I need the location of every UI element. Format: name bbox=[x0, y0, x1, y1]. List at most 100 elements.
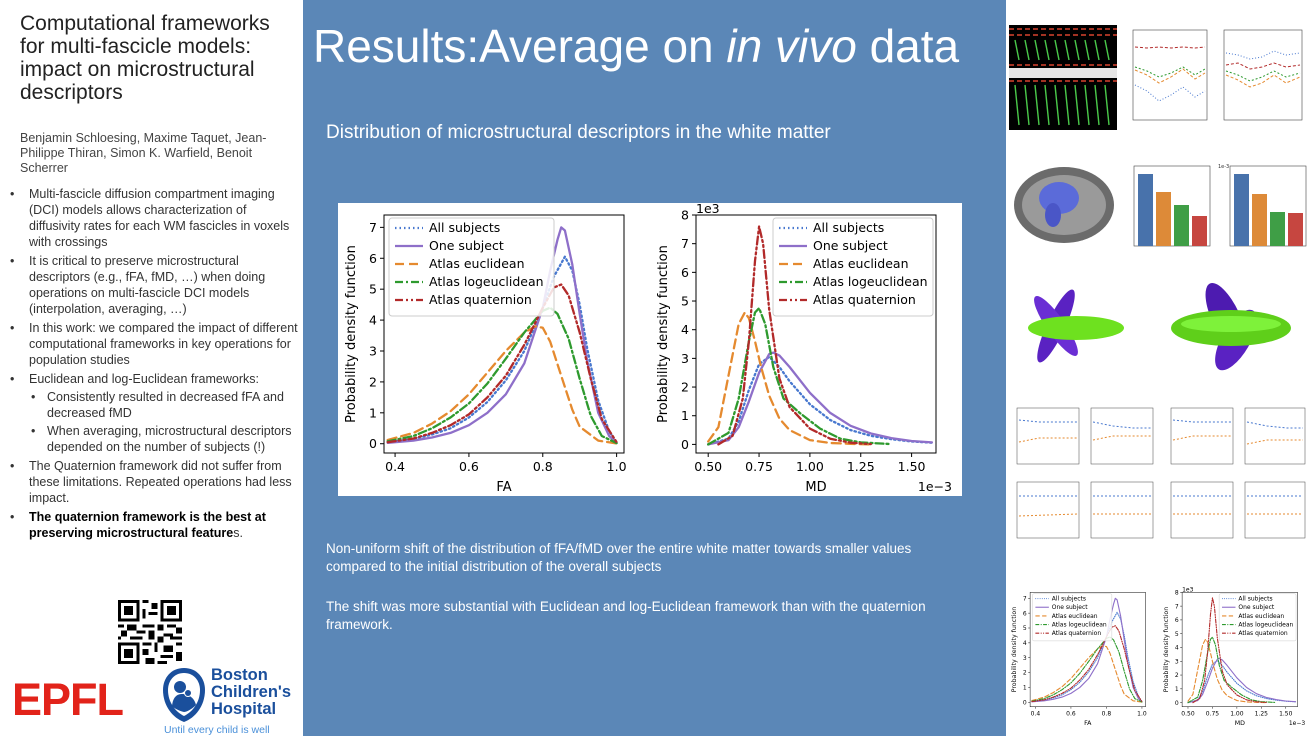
x-tick-label: 0.8 bbox=[533, 459, 553, 474]
legend-label: Atlas euclidean bbox=[1238, 613, 1284, 620]
fa-density-mini-thumbnail: 0 1 2 3 4 5 6 7 0.4 0.6 0.8 1.0 FA Probability densit… bbox=[1008, 582, 1158, 732]
legend-label: Atlas quaternion bbox=[429, 292, 532, 307]
qr-code-icon[interactable] bbox=[118, 600, 182, 664]
x-tick-label: 1.00 bbox=[796, 459, 824, 474]
bullet-2: It is critical to preserve microstructur… bbox=[8, 253, 298, 317]
series-line-atlas-logeuclidean bbox=[1187, 636, 1277, 704]
y-tick-label: 1 bbox=[1023, 685, 1027, 692]
y-tick-label: 8 bbox=[1175, 590, 1179, 597]
series-line-atlas-logeuclidean bbox=[1031, 636, 1143, 703]
sub-bullet-list: Consistently resulted in decreased fFA a… bbox=[29, 389, 298, 455]
y-tick-label: 8 bbox=[681, 208, 689, 223]
plot-frame bbox=[383, 214, 625, 454]
y-tick-label: 2 bbox=[369, 374, 377, 389]
fascicle-field-thumbnail bbox=[1009, 25, 1117, 130]
series-line-one-subject bbox=[707, 351, 934, 446]
legend-label: All subjects bbox=[429, 220, 500, 235]
series-line-atlas-euclidean bbox=[1031, 645, 1143, 703]
x-tick-label: 0.75 bbox=[1206, 710, 1220, 717]
plot-frame bbox=[695, 214, 937, 454]
y-tick-label: 1 bbox=[681, 408, 689, 423]
series-line-atlas-euclidean bbox=[386, 325, 618, 445]
bullet-4-text: Euclidean and log-Euclidean frameworks: bbox=[29, 372, 259, 386]
brain-render-thumbnail bbox=[1009, 160, 1119, 255]
plot-frame bbox=[1181, 592, 1298, 708]
legend-label: One subject bbox=[1238, 604, 1275, 611]
y-axis-label: Probability density function bbox=[1163, 607, 1170, 692]
bullet-6-bold: The quaternion framework is the best at … bbox=[29, 510, 266, 540]
x-tick-label: 0.75 bbox=[745, 459, 773, 474]
heading-italic: in vivo bbox=[726, 20, 857, 72]
epfl-logo: EPFL bbox=[12, 674, 124, 725]
poster-title: Computational frameworks for multi-fasci… bbox=[20, 12, 270, 104]
x-tick-label: 0.8 bbox=[1102, 710, 1112, 717]
y-tick-label: 3 bbox=[681, 351, 689, 366]
x-scale-label: 1e−3 bbox=[918, 479, 952, 494]
legend-label: Atlas euclidean bbox=[429, 256, 525, 271]
legend-label: One subject bbox=[1052, 604, 1089, 611]
legend-label: All subjects bbox=[1238, 596, 1272, 603]
x-tick-label: 1.0 bbox=[1137, 710, 1147, 717]
fa-curve-thumbnail bbox=[1121, 25, 1211, 135]
bch-line-2: Children's bbox=[211, 683, 292, 701]
distribution-figure: 0 1 2 3 4 5 6 7 0.4 0.6 0.8 1.0 FA Probability densit… bbox=[338, 203, 962, 496]
x-tick-label: 0.6 bbox=[1066, 710, 1076, 717]
y-tick-label: 3 bbox=[1175, 658, 1179, 665]
plot-frame bbox=[1029, 592, 1146, 708]
bullet-list: Multi-fascicle diffusion compartment ima… bbox=[8, 186, 298, 544]
x-axis-label: FA bbox=[1084, 720, 1092, 727]
x-tick-label: 1.00 bbox=[1230, 710, 1244, 717]
bch-name: Boston Children's Hospital bbox=[211, 667, 291, 718]
legend-box bbox=[388, 217, 555, 317]
y-scale-label: 1e3 bbox=[696, 203, 720, 216]
x-axis-label: MD bbox=[1235, 720, 1245, 727]
y-tick-label: 4 bbox=[681, 322, 689, 337]
bch-line-3: Hospital bbox=[211, 700, 277, 718]
x-tick-label: 1.50 bbox=[898, 459, 926, 474]
result-paragraph-2: The shift was more substantial with Eucl… bbox=[326, 599, 926, 632]
y-tick-label: 6 bbox=[681, 265, 689, 280]
y-tick-label: 4 bbox=[1023, 640, 1027, 647]
series-line-atlas-euclidean bbox=[707, 311, 873, 446]
series-line-all-subjects bbox=[1187, 660, 1297, 704]
x-tick-label: 1.0 bbox=[607, 459, 627, 474]
sub-bullet-2: When averaging, microstructural descript… bbox=[29, 423, 298, 455]
x-axis-label: FA bbox=[496, 480, 511, 495]
y-tick-label: 1 bbox=[369, 405, 377, 420]
y-tick-label: 4 bbox=[369, 313, 377, 328]
legend-label: Atlas logeuclidean bbox=[1238, 621, 1293, 628]
legend-label: Atlas euclidean bbox=[813, 256, 909, 271]
series-line-all-subjects bbox=[707, 355, 934, 446]
y-tick-label: 7 bbox=[681, 236, 689, 251]
right-panel: 1e-3 bbox=[1006, 0, 1309, 736]
y-scale-label: 1e3 bbox=[1182, 586, 1194, 593]
legend-label: Atlas logeuclidean bbox=[1052, 621, 1107, 628]
fascicle-glyph-thumbnail bbox=[1016, 278, 1126, 374]
y-tick-label: 2 bbox=[1023, 670, 1027, 677]
md-density-mini-thumbnail: 0 1 2 3 4 5 6 7 8 0.50 0.75 1.00 1.25 1.50 MD Probabili… bbox=[1160, 582, 1309, 732]
y-axis-label: Probability density function bbox=[656, 245, 671, 423]
y-tick-label: 2 bbox=[1175, 672, 1179, 679]
sub-bullet-1: Consistently resulted in decreased fFA a… bbox=[29, 389, 298, 421]
y-tick-label: 0 bbox=[1023, 699, 1027, 706]
left-panel: Computational frameworks for multi-fasci… bbox=[0, 0, 303, 736]
y-axis-label: Probability density function bbox=[344, 245, 359, 423]
heading-tail: data bbox=[856, 20, 960, 72]
y-tick-label: 6 bbox=[1023, 610, 1027, 617]
bullet-3: In this work: we compared the impact of … bbox=[8, 320, 298, 368]
y-tick-label: 7 bbox=[1175, 603, 1179, 610]
bullet-6: The quaternion framework is the best at … bbox=[8, 509, 298, 541]
x-tick-label: 0.4 bbox=[1031, 710, 1041, 717]
series-line-atlas-quaternion bbox=[386, 283, 618, 444]
legend-label: Atlas quaternion bbox=[1238, 630, 1288, 637]
x-tick-label: 1.25 bbox=[1255, 710, 1269, 717]
bch-line-1: Boston bbox=[211, 666, 268, 684]
legend-label: Atlas logeuclidean bbox=[429, 274, 544, 289]
y-tick-label: 5 bbox=[369, 282, 377, 297]
results-subheading: Distribution of microstructural descript… bbox=[326, 122, 831, 143]
series-line-atlas-quaternion bbox=[1031, 625, 1143, 703]
result-paragraph-1: Non-uniform shift of the distribution of… bbox=[326, 541, 912, 574]
series-line-atlas-logeuclidean bbox=[707, 307, 893, 446]
y-tick-label: 1 bbox=[1175, 686, 1179, 693]
bullet-5: The Quaternion framework did not suffer … bbox=[8, 458, 298, 506]
